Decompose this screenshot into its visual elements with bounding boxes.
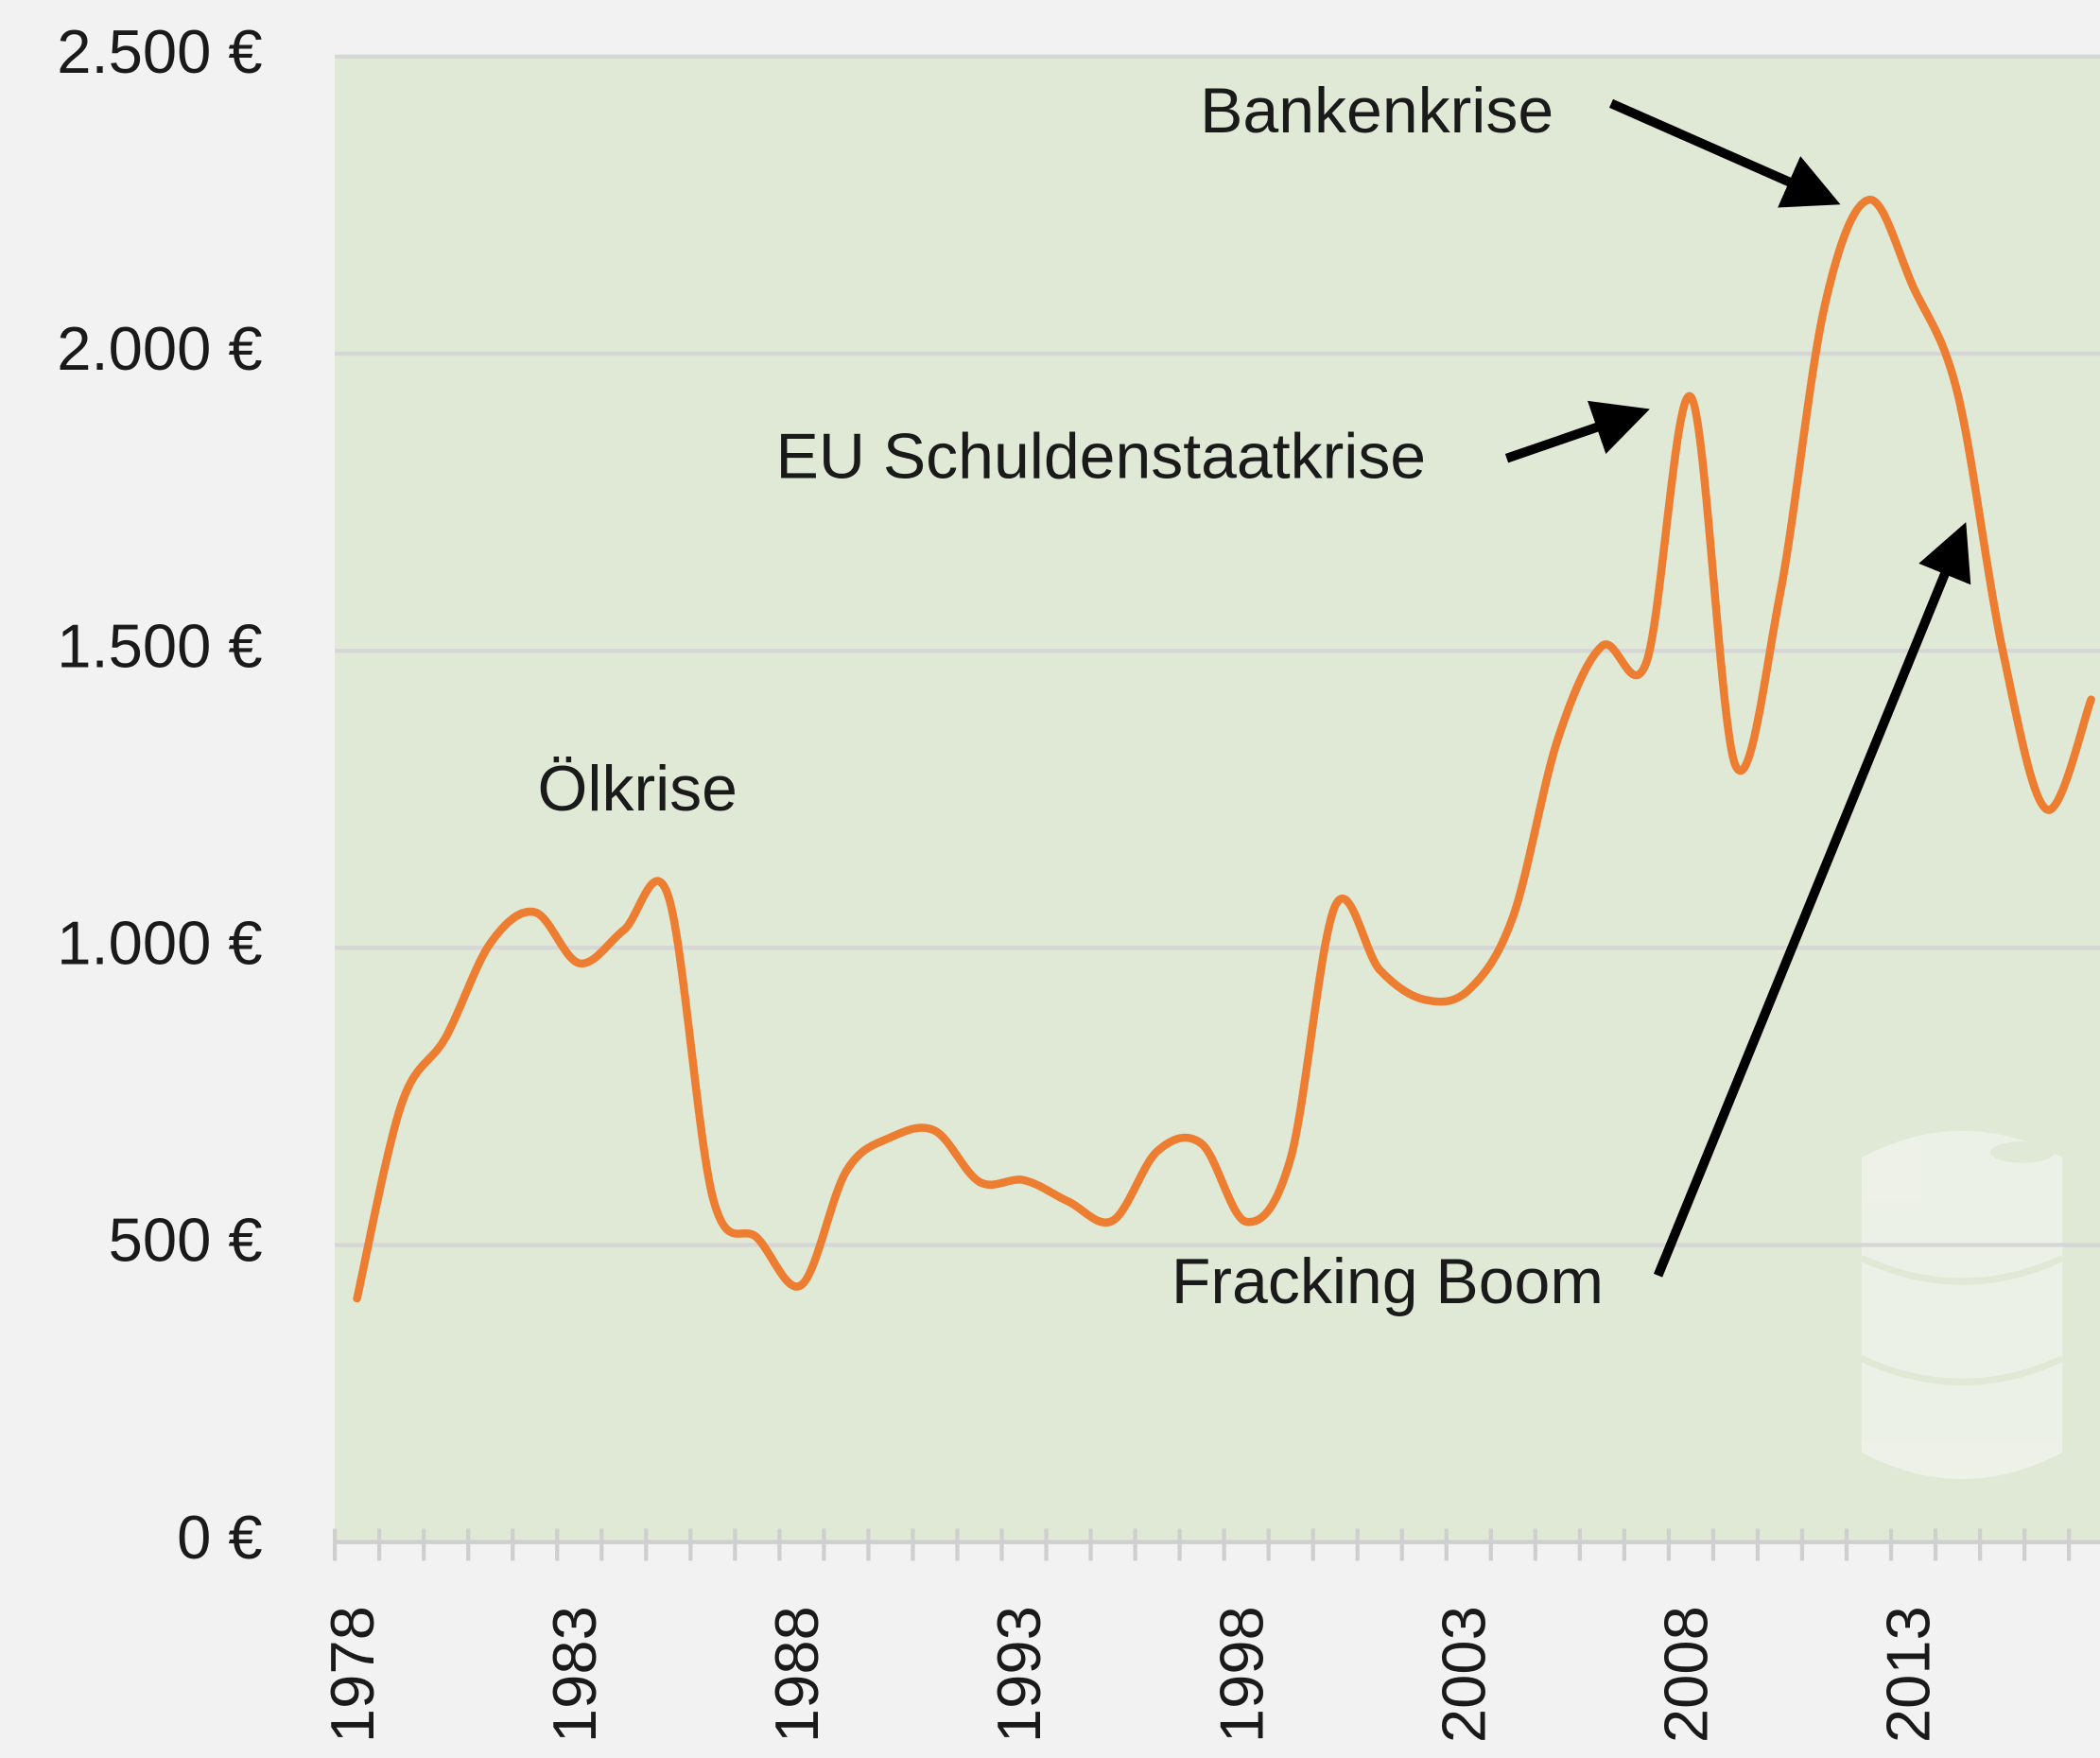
x-tick-label: 1988 xyxy=(762,1606,831,1743)
y-tick-label: 0 € xyxy=(177,1503,263,1572)
y-tick-label: 1.500 € xyxy=(57,611,262,680)
x-tick-label: 1983 xyxy=(540,1606,609,1743)
x-tick-label: 2003 xyxy=(1429,1606,1498,1743)
plot-area xyxy=(335,56,2100,1542)
annotation: Fracking Boom xyxy=(1171,1245,1604,1317)
y-tick-label: 500 € xyxy=(109,1206,263,1275)
y-tick-label: 2.000 € xyxy=(57,314,262,383)
x-tick-label: 1978 xyxy=(318,1606,387,1743)
arrow xyxy=(1504,400,1650,463)
marks xyxy=(353,195,2095,1303)
x-tick-label: 2008 xyxy=(1652,1606,1721,1743)
grid xyxy=(332,54,2100,1561)
annotation: EU Schuldenstaatkrise xyxy=(776,421,1427,493)
x-tick-label: 1998 xyxy=(1206,1606,1276,1743)
y-tick-label: 1.000 € xyxy=(57,909,262,978)
annotation: Bankenkrise xyxy=(1200,75,1553,147)
data-line xyxy=(353,195,2095,1303)
y-tick-label: 2.500 € xyxy=(57,17,262,86)
arrow xyxy=(1608,98,1841,208)
arrow xyxy=(1653,522,1971,1278)
x-tick-label: 1993 xyxy=(984,1606,1053,1743)
barrel-icon xyxy=(1860,1130,2064,1480)
x-tick-label: 2013 xyxy=(1874,1606,1943,1743)
annotation: Ölkrise xyxy=(537,753,737,825)
annotation-arrows xyxy=(1504,98,1971,1278)
